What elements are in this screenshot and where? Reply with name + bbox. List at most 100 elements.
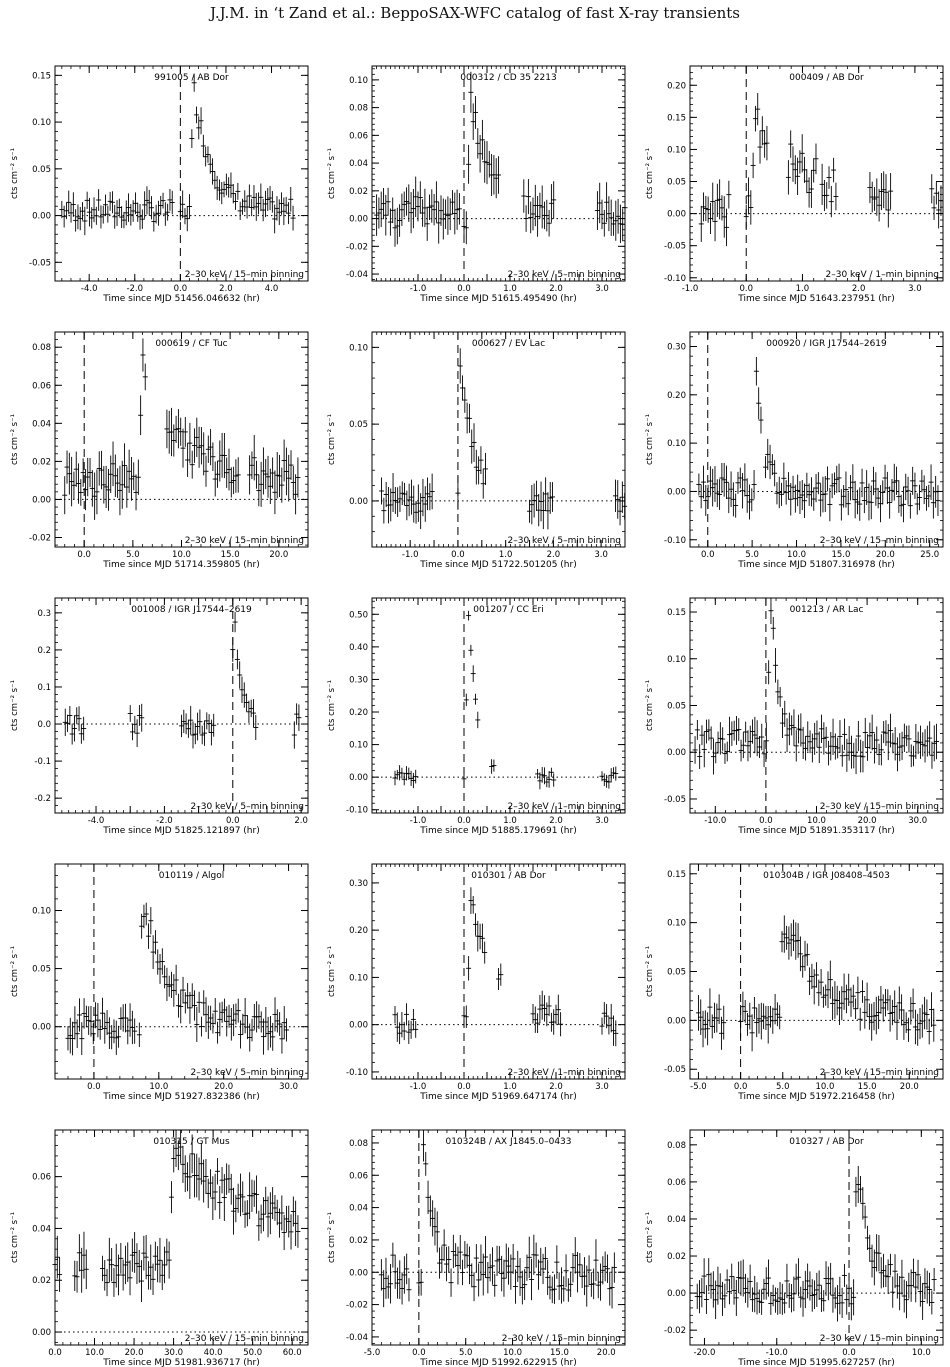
energy-binning-note: 2–30 keV / 15–min binning	[185, 536, 304, 546]
x-tick-label: 0.0	[734, 1082, 748, 1092]
x-tick-label: -1.0	[410, 284, 427, 294]
x-tick-label: 30.0	[164, 1348, 183, 1358]
y-tick-label: 0.10	[32, 906, 51, 916]
x-tick-label: 15.0	[550, 1348, 569, 1358]
x-axis-label: Time since MJD 51714.359805 (hr)	[102, 560, 259, 570]
y-axis-label: cts cm⁻² s⁻¹	[645, 148, 655, 199]
y-tick-label: 0.02	[349, 1236, 368, 1246]
y-tick-label: 0.30	[349, 675, 368, 685]
y-tick-label: -0.05	[29, 258, 51, 268]
y-tick-label: 0.04	[32, 419, 51, 429]
y-tick-label: 0.06	[349, 1171, 368, 1181]
plot-frame	[371, 597, 626, 814]
plot-frame	[689, 1129, 944, 1346]
x-tick-label: 10.0	[149, 1082, 168, 1092]
y-axis-label: cts cm⁻² s⁻¹	[645, 414, 655, 465]
x-tick-label: 0.0	[87, 1082, 101, 1092]
y-tick-label: 0.00	[349, 497, 368, 507]
y-tick-label: 0.05	[667, 702, 686, 712]
y-tick-label: 0.04	[349, 1204, 368, 1214]
energy-binning-note: 2–30 keV / 5–min binning	[191, 1068, 304, 1078]
x-tick-label: 10.0	[912, 1348, 931, 1358]
y-tick-label: 0.06	[349, 131, 368, 141]
x-tick-label: 10.0	[807, 816, 826, 826]
y-tick-label: 0.10	[349, 343, 368, 353]
panel-title: 001213 / AR Lac	[790, 605, 864, 615]
x-axis-label: Time since MJD 51972.216458 (hr)	[737, 1092, 894, 1102]
x-tick-label: 20.0	[597, 1348, 616, 1358]
y-tick-label: 0.10	[349, 741, 368, 751]
x-tick-label: 15.0	[831, 550, 850, 560]
x-axis-label: Time since MJD 51981.936717 (hr)	[102, 1358, 259, 1367]
y-tick-label: 0.10	[349, 973, 368, 983]
y-tick-label: 0.30	[349, 879, 368, 889]
y-tick-label: 0.08	[667, 1141, 686, 1151]
light-curve-panel: 0.0 10.0 20.0 30.0 40.0 50.0 60.0 0.00 0.02 0.04 0…	[10, 1129, 309, 1367]
light-curve-panel: -10.0 0.0 10.0 20.0 30.0 -0.05 0.00 0.05 0.10 0.1…	[645, 597, 944, 836]
y-tick-label: 0.40	[349, 643, 368, 653]
plot-frame	[54, 65, 309, 282]
x-tick-label: -10.0	[766, 1348, 788, 1358]
x-axis-label: Time since MJD 51885.179691 (hr)	[419, 826, 576, 836]
energy-binning-note: 2–30 keV / 15–min binning	[820, 1068, 939, 1078]
panel-title: 000409 / AB Dor	[789, 73, 864, 83]
y-tick-label: 0.00	[32, 1328, 51, 1338]
panel-title: 000312 / CD 35 2213	[460, 73, 556, 83]
x-tick-label: 0.0	[842, 1348, 856, 1358]
y-tick-label: 0.10	[667, 655, 686, 665]
y-axis-label: cts cm⁻² s⁻¹	[10, 414, 20, 465]
plot-frame	[371, 331, 626, 548]
y-axis-label: cts cm⁻² s⁻¹	[327, 148, 337, 199]
light-curve-panel: 0.0 5.0 10.0 15.0 20.0 25.0 -0.10 0.00 0.10 0.20 0…	[645, 331, 944, 570]
plot-frame	[54, 1129, 309, 1346]
panel-title: 001207 / CC Eri	[473, 605, 543, 615]
y-axis-label: cts cm⁻² s⁻¹	[10, 946, 20, 997]
plot-frame	[371, 863, 626, 1080]
y-tick-label: -0.1	[34, 757, 51, 767]
panel-title: 000619 / CF Tuc	[155, 339, 227, 349]
x-tick-label: -5.0	[364, 1348, 381, 1358]
y-axis-label: cts cm⁻² s⁻¹	[10, 1212, 20, 1263]
y-tick-label: 0.15	[32, 71, 51, 81]
x-axis-label: Time since MJD 51807.316978 (hr)	[737, 560, 894, 570]
y-tick-label: 0.3	[37, 609, 51, 619]
y-axis-label: cts cm⁻² s⁻¹	[327, 946, 337, 997]
light-curve-panel: -20.0 -10.0 0.0 10.0 -0.02 0.00 0.02 0.04 0.06 0.…	[645, 1129, 944, 1367]
y-tick-label: 0.00	[32, 212, 51, 222]
x-tick-label: 3.0	[594, 550, 608, 560]
x-tick-label: -20.0	[693, 1348, 715, 1358]
y-axis-label: cts cm⁻² s⁻¹	[327, 680, 337, 731]
y-tick-label: 0.30	[667, 342, 686, 352]
y-tick-label: 0.08	[349, 1139, 368, 1149]
light-curve-panel: -1.0 0.0 1.0 2.0 3.0 -0.04 -0.02 0.00 0.02 0.04 0.…	[327, 65, 628, 304]
x-tick-label: 50.0	[243, 1348, 262, 1358]
light-curve-panel: -1.0 0.0 1.0 2.0 3.0 -0.10 0.00 0.10 0.20 0.30 0.4…	[327, 597, 626, 836]
energy-binning-note: 2–30 keV / 5–min binning	[191, 802, 304, 812]
panel-title: 010304B / IGR J08408–4503	[763, 871, 890, 881]
y-tick-label: 0.20	[667, 391, 686, 401]
x-axis-label: Time since MJD 51643.237951 (hr)	[737, 294, 894, 304]
panel-title: 010327 / AB Dor	[789, 1137, 864, 1147]
x-axis-label: Time since MJD 51891.353117 (hr)	[737, 826, 894, 836]
plot-frame	[371, 1129, 626, 1346]
x-tick-label: -1.0	[682, 284, 699, 294]
y-tick-label: -0.04	[346, 270, 368, 280]
x-tick-label: 3.0	[908, 284, 922, 294]
y-tick-label: 0.05	[667, 178, 686, 188]
y-tick-label: 0.2	[37, 646, 51, 656]
x-tick-label: 20.0	[858, 816, 877, 826]
y-tick-label: 0.00	[667, 1289, 686, 1299]
y-tick-label: 0.1	[37, 683, 51, 693]
y-tick-label: 0.10	[667, 145, 686, 155]
x-tick-label: 1.0	[503, 816, 517, 826]
x-axis-label: Time since MJD 51927.832386 (hr)	[102, 1092, 259, 1102]
y-axis-label: cts cm⁻² s⁻¹	[10, 680, 20, 731]
y-axis-label: cts cm⁻² s⁻¹	[645, 946, 655, 997]
x-tick-label: 30.0	[279, 1082, 298, 1092]
y-axis-label: cts cm⁻² s⁻¹	[645, 1212, 655, 1263]
x-tick-label: 2.0	[294, 816, 308, 826]
x-tick-label: 5.0	[745, 550, 759, 560]
x-tick-label: 15.0	[858, 1082, 877, 1092]
panel-title: 010119 / Algol	[159, 871, 225, 881]
x-tick-label: 0.0	[77, 550, 91, 560]
